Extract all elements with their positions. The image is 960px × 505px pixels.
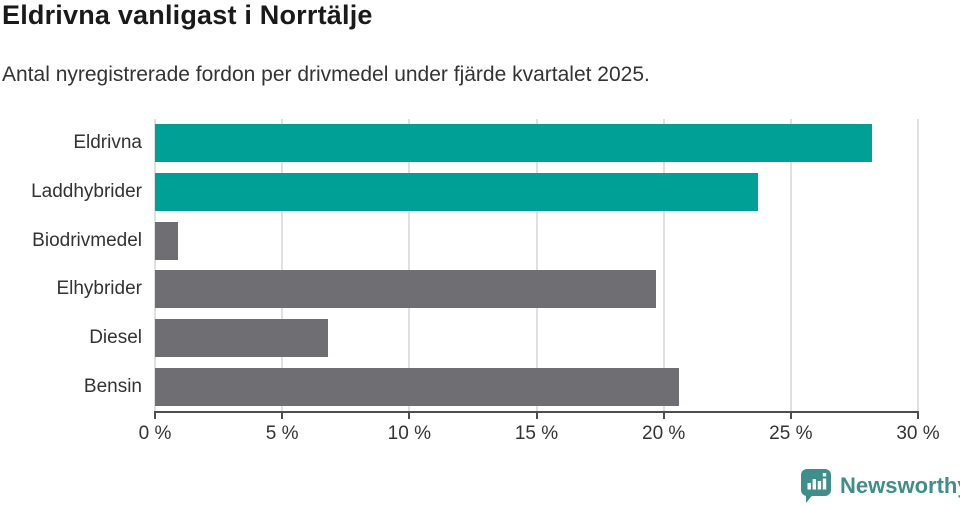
axis-tick	[789, 413, 792, 419]
axis-tick	[408, 413, 411, 419]
gridline	[917, 119, 919, 411]
category-label: Elhybrider	[56, 278, 142, 300]
category-label: Eldrivna	[73, 132, 142, 154]
x-axis-line	[154, 411, 919, 413]
x-tick-label: 10 %	[387, 423, 431, 444]
axis-tick	[281, 413, 284, 419]
newsworthy-logo: Newsworthy	[800, 468, 960, 504]
gridline	[789, 119, 792, 411]
plot-area	[154, 119, 919, 411]
x-tick-label: 0 %	[138, 423, 172, 444]
bar-row	[155, 119, 918, 168]
bar-row	[155, 314, 918, 363]
axis-tick	[154, 413, 156, 419]
bar-biodrivmedel	[155, 221, 178, 260]
gridline	[281, 119, 284, 411]
chart-subtitle: Antal nyregistrerade fordon per drivmede…	[2, 63, 650, 86]
gridline	[662, 119, 665, 411]
x-axis-ticks	[154, 413, 919, 419]
bar-row	[155, 216, 918, 265]
x-tick-label: 5 %	[265, 423, 299, 444]
bar-bensin	[155, 367, 679, 406]
category-label: Diesel	[89, 327, 142, 349]
x-axis-tick-labels: 0 % 5 % 10 % 15 % 20 % 25 % 30 %	[139, 423, 940, 447]
bar-elhybrider	[155, 270, 657, 309]
bar-row	[155, 362, 918, 411]
axis-tick	[535, 413, 538, 419]
gridline	[408, 119, 411, 411]
category-label: Bensin	[83, 375, 142, 397]
x-tick-label: 25 %	[769, 423, 813, 444]
axis-tick	[917, 413, 919, 419]
category-labels: Eldrivna Laddhybrider Biodrivmedel Elhybrid…	[0, 119, 142, 411]
bars	[155, 119, 918, 411]
gridline	[535, 119, 538, 411]
x-tick-label: 20 %	[642, 423, 686, 444]
x-tick-label: 15 %	[514, 423, 559, 444]
axis-tick	[662, 413, 665, 419]
newsworthy-wordmark: Newsworthy	[840, 473, 960, 498]
category-label: Biodrivmedel	[32, 229, 142, 251]
bar-row	[155, 265, 918, 314]
bar-diesel	[155, 319, 328, 358]
newsworthy-bubble-chart-icon	[800, 468, 833, 504]
bar-row	[155, 168, 918, 217]
bar-eldrivna	[155, 124, 873, 163]
gridline	[154, 119, 156, 411]
chart-title: Eldrivna vanligast i Norrtälje	[2, 0, 373, 30]
category-label: Laddhybrider	[31, 181, 142, 202]
bar-laddhybrider	[155, 173, 758, 211]
x-tick-label: 30 %	[896, 423, 940, 444]
